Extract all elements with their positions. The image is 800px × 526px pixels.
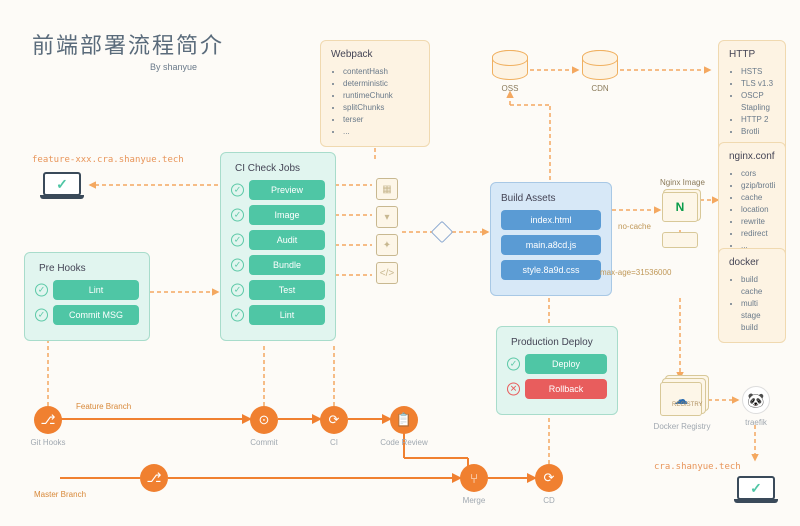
preview-url: feature-xxx.cra.shanyue.tech	[32, 155, 184, 165]
ci-jobs-box: CI Check Jobs Preview Image Audit Bundle…	[220, 152, 336, 341]
cdn-icon: CDN	[582, 50, 618, 94]
tool-icon-1: ▦	[376, 178, 398, 200]
ci-icon: ⟳	[320, 406, 348, 434]
ci-image: Image	[249, 205, 325, 225]
tool-icon-2: ▾	[376, 206, 398, 228]
ci-audit: Audit	[249, 230, 325, 250]
ci-lint: Lint	[249, 305, 325, 325]
nginx-conf-box: nginx.conf corsgzip/brotli cachelocation…	[718, 142, 786, 261]
traefik-icon: 🐼	[742, 386, 770, 414]
asset-index: index.html	[501, 210, 601, 230]
master-branch-label: Master Branch	[34, 490, 86, 499]
traefik-label: traefik	[726, 418, 786, 427]
cache-no-cache: no-cache	[618, 222, 651, 231]
git-hooks-icon: ⎇	[34, 406, 62, 434]
tool-icon-3: ✦	[376, 234, 398, 256]
webpack-list: contentHashdeterministic runtimeChunkspl…	[331, 66, 419, 138]
deploy-pill: Deploy	[525, 354, 607, 374]
pre-hooks-box: Pre Hooks Lint Commit MSG	[24, 252, 150, 341]
master-branch-icon: ⎇	[140, 464, 168, 492]
oss-icon: OSS	[492, 50, 528, 94]
registry-icon: ☁	[660, 382, 702, 416]
registry-label: Docker Registry	[642, 422, 722, 431]
cd-icon: ⟳	[535, 464, 563, 492]
byline: By shanyue	[150, 62, 197, 72]
commit-icon: ⊙	[250, 406, 278, 434]
ci-test: Test	[249, 280, 325, 300]
page-title: 前端部署流程简介	[32, 28, 224, 60]
cache-max-age: max-age=31536000	[600, 268, 671, 277]
prehook-commit-msg: Commit MSG	[53, 305, 139, 325]
asset-style-css: style.8a9d.css	[501, 260, 601, 280]
hub-icon	[431, 221, 454, 244]
build-assets-box: Build Assets index.html main.a8cd.js sty…	[490, 182, 612, 296]
webpack-title: Webpack	[331, 49, 419, 60]
laptop-preview-icon: ✓	[40, 172, 84, 202]
rollback-pill: Rollback	[525, 379, 607, 399]
docker-box: docker build cachemulti stage build	[718, 248, 786, 343]
ci-preview: Preview	[249, 180, 325, 200]
laptop-prod-icon: ✓	[734, 476, 778, 506]
merge-icon: ⑂	[460, 464, 488, 492]
webpack-box: Webpack contentHashdeterministic runtime…	[320, 40, 430, 147]
tool-icon-4: </>	[376, 262, 398, 284]
prod-url: cra.shanyue.tech	[654, 462, 741, 472]
code-review-icon: 📋	[390, 406, 418, 434]
ci-bundle: Bundle	[249, 255, 325, 275]
prehook-lint: Lint	[53, 280, 139, 300]
prod-deploy-box: Production Deploy Deploy Rollback	[496, 326, 618, 415]
feature-branch-label: Feature Branch	[76, 402, 131, 411]
asset-main-js: main.a8cd.js	[501, 235, 601, 255]
nginx-image-label: Nginx Image	[660, 178, 705, 187]
image-layer-icon	[662, 232, 698, 248]
nginx-image-icon: N	[662, 192, 698, 222]
